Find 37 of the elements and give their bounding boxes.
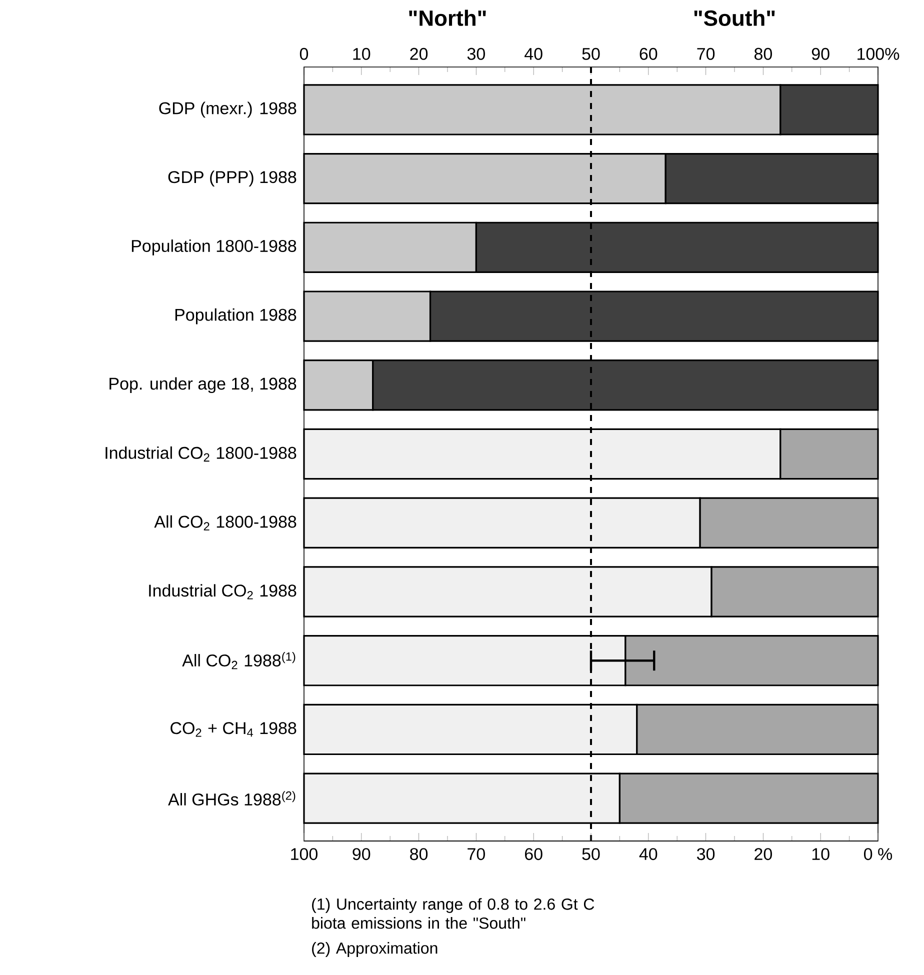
- x-tick-label: 50: [582, 48, 600, 60]
- x-tick-label: 30: [467, 48, 485, 60]
- x-tick-label: 90: [812, 48, 830, 60]
- x-tick-label: 60: [640, 48, 658, 60]
- x2-tick-label: 30: [697, 848, 715, 860]
- x2-tick-label: 90: [352, 848, 370, 860]
- y-tick-label: Pop. under age 18, 1988: [110, 377, 296, 394]
- text: (2) Approximation: [312, 942, 438, 957]
- text: "North": [409, 10, 486, 26]
- text: (1) Uncertainty range of 0.8 to 2.6 Gt C biota emissions in the "South": [312, 898, 594, 929]
- y-tick-label: All CO$_{2}$ 1988$^{(1)}$: [182, 652, 296, 670]
- y-tick-label: GDP (mexr.) 1988: [159, 102, 296, 118]
- x2-tick-label: 10: [812, 848, 830, 860]
- x2-tick-label: 100: [291, 848, 318, 860]
- y-tick-label: GDP (PPP) 1988: [168, 170, 296, 186]
- y-tick-label: Population 1988: [175, 308, 296, 324]
- x-tick-label: 100%: [858, 48, 900, 60]
- x-tick-label: 10: [353, 48, 370, 60]
- x2-tick-label: 70: [468, 848, 485, 860]
- x-tick-label: 40: [524, 48, 542, 60]
- y-tick-label: Industrial CO$_{2}$ 1988: [149, 584, 296, 600]
- y-tick-label: All GHGs 1988$^{(2)}$: [168, 791, 296, 806]
- y-tick-label: CO$_{2}$ + CH$_{4}$ 1988: [170, 722, 296, 737]
- x2-tick-label: 80: [410, 848, 428, 860]
- text: "South": [694, 10, 775, 26]
- x-tick-label: 70: [697, 48, 715, 60]
- x2-tick-label: 50: [582, 848, 600, 860]
- x2-tick-label: 20: [754, 848, 772, 860]
- x-tick-label: 0: [300, 48, 308, 60]
- x2-tick-label: 40: [639, 848, 658, 860]
- x-tick-label: 80: [754, 48, 772, 60]
- y-tick-label: All CO$_{2}$ 1800-1988: [154, 515, 296, 530]
- y-tick-label: Industrial CO$_{2}$ 1800-1988: [106, 446, 296, 462]
- x-tick-label: 20: [410, 48, 428, 60]
- y-tick-label: Population 1800-1988: [132, 239, 296, 256]
- x2-tick-label: 0 %: [864, 848, 892, 860]
- x2-tick-label: 60: [525, 848, 542, 860]
